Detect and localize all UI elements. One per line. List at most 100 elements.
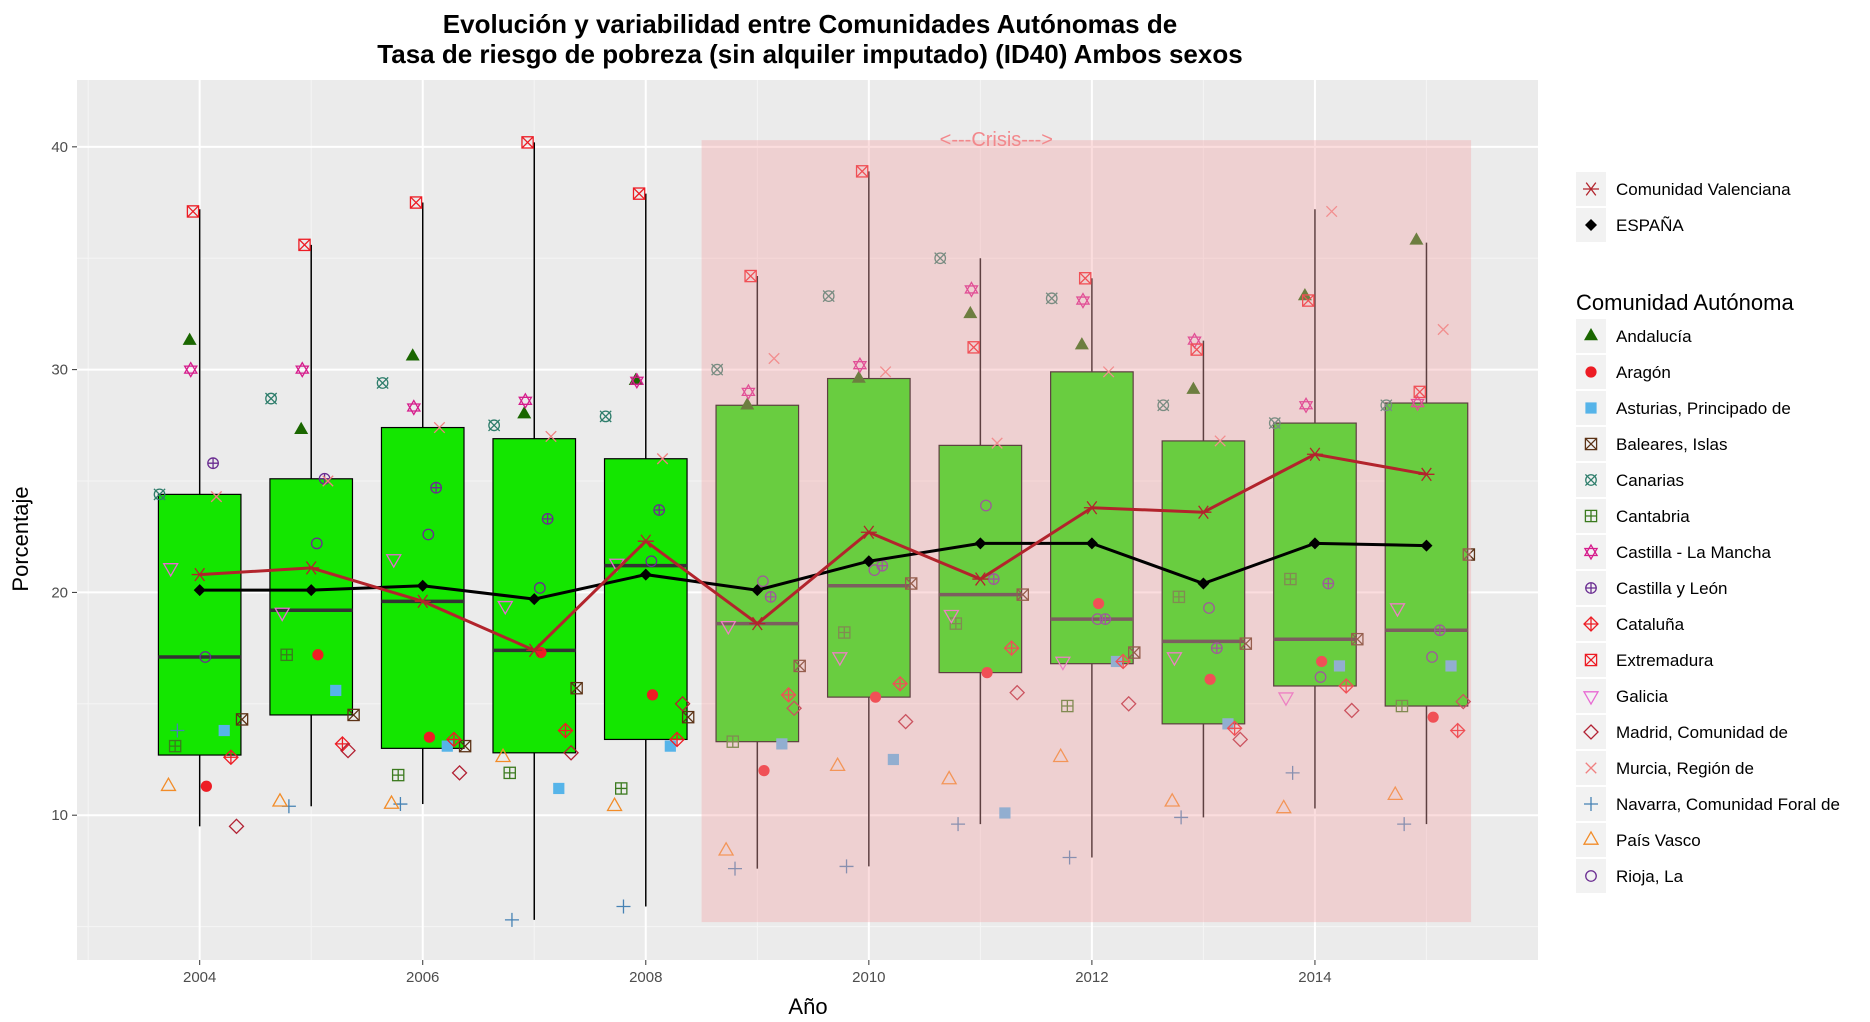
point-marker: [1085, 537, 1098, 550]
point-marker: [831, 652, 848, 667]
point-marker: [758, 765, 770, 777]
point-marker: [199, 651, 212, 663]
series-castilla-y-le-n: [207, 457, 1446, 655]
point-marker: [1190, 343, 1203, 356]
point-marker: [451, 764, 468, 781]
point-marker: [1584, 617, 1598, 631]
point-marker: [1306, 447, 1323, 462]
point-marker: [312, 649, 324, 661]
legend-label: Canarias: [1616, 471, 1684, 490]
point-marker: [385, 554, 402, 569]
y-tick-label: 20: [51, 584, 68, 601]
point-marker: [563, 744, 579, 761]
legend-label: Galicia: [1616, 687, 1669, 706]
point-marker: [1585, 582, 1597, 594]
point-marker: [1420, 539, 1433, 552]
point-marker: [1239, 637, 1252, 650]
point-marker: [1585, 510, 1597, 522]
point-marker: [793, 659, 806, 673]
point-marker: [347, 708, 360, 721]
point-marker: [1583, 724, 1599, 740]
point-marker: [749, 616, 766, 631]
box-iqr: [1050, 371, 1134, 665]
point-marker: [756, 575, 769, 588]
point-marker: [856, 165, 869, 178]
point-marker: [182, 332, 197, 345]
x-tick-label: 2006: [406, 969, 439, 986]
point-marker: [305, 584, 318, 597]
legend-label: Asturias, Principado de: [1616, 399, 1791, 418]
point-marker: [1078, 272, 1092, 285]
point-marker: [186, 205, 200, 218]
point-marker: [999, 807, 1011, 819]
point-marker: [1437, 323, 1449, 336]
point-marker: [1410, 398, 1425, 412]
point-marker: [170, 723, 185, 738]
point-marker: [720, 620, 737, 636]
point-marker: [1343, 702, 1360, 719]
point-marker: [639, 568, 652, 581]
point-marker: [674, 695, 691, 712]
point-marker: [633, 187, 646, 200]
x-tick-label: 2014: [1298, 969, 1331, 986]
point-marker: [1409, 232, 1424, 245]
point-marker: [570, 682, 583, 695]
point-marker: [545, 430, 557, 443]
legend-label: Madrid, Comunidad de: [1616, 723, 1788, 742]
point-marker: [904, 577, 918, 590]
point-marker: [497, 600, 514, 616]
point-marker: [615, 782, 627, 795]
point-marker: [1585, 870, 1597, 882]
point-marker: [223, 750, 238, 765]
point-marker: [521, 136, 534, 149]
point-marker: [517, 406, 532, 419]
series-line: [199, 452, 1427, 653]
point-marker: [951, 817, 966, 832]
point-marker: [459, 740, 472, 753]
point-marker: [632, 187, 646, 200]
point-marker: [1268, 417, 1281, 429]
point-marker: [409, 196, 423, 209]
point-marker: [446, 732, 461, 747]
point-marker: [1239, 637, 1253, 650]
point-marker: [376, 377, 389, 389]
series-canarias: [153, 252, 1393, 501]
point-marker: [664, 740, 676, 752]
point-marker: [570, 681, 583, 695]
point-marker: [1297, 288, 1312, 301]
point-marker: [852, 361, 868, 374]
point-marker: [1045, 292, 1058, 305]
x-tick-label: 2008: [629, 969, 662, 986]
point-marker: [1284, 573, 1297, 585]
point-marker: [521, 136, 534, 149]
point-marker: [599, 410, 612, 423]
point-marker: [1004, 641, 1019, 656]
series-cantabria: [168, 572, 1409, 795]
point-marker: [542, 513, 553, 525]
legend-label: Extremadura: [1616, 651, 1714, 670]
point-marker: [1584, 437, 1598, 451]
point-marker: [1585, 366, 1597, 378]
point-marker: [741, 387, 756, 401]
point-marker: [1186, 381, 1201, 394]
point-marker: [963, 305, 978, 319]
box-iqr: [157, 493, 242, 756]
point-marker: [193, 584, 206, 597]
point-marker: [839, 859, 854, 874]
point-marker: [887, 753, 899, 766]
line-series-comunidad-valenciana: [191, 447, 1435, 658]
point-marker: [1166, 652, 1183, 667]
point-marker: [1413, 385, 1426, 398]
point-marker: [1316, 655, 1328, 668]
box-iqr: [938, 444, 1023, 674]
point-marker: [852, 356, 868, 370]
point-marker: [1016, 588, 1029, 601]
point-marker: [1083, 500, 1100, 515]
point-marker: [207, 457, 219, 469]
point-marker: [1450, 723, 1465, 738]
point-marker: [1227, 721, 1242, 736]
point-marker: [281, 649, 293, 661]
point-marker: [423, 731, 436, 743]
point-marker: [433, 421, 446, 434]
point-marker: [441, 740, 453, 752]
